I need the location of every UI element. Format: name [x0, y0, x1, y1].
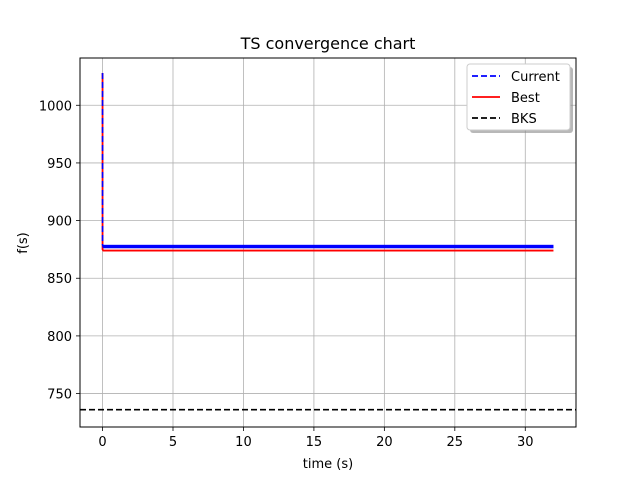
- grid-lines: [80, 58, 576, 427]
- y-tick-label: 1000: [39, 99, 72, 114]
- x-tick-label: 5: [169, 435, 177, 450]
- legend-label-best: Best: [511, 91, 540, 106]
- x-tick-label: 20: [376, 435, 393, 450]
- legend-label-bks: BKS: [511, 112, 537, 127]
- legend: Current Best BKS: [466, 63, 573, 133]
- y-tick-label: 950: [47, 157, 72, 172]
- series-best-line: [101, 72, 554, 252]
- series-current-band: [103, 244, 554, 249]
- x-axis-label: time (s): [303, 457, 353, 472]
- plot-area-frame: [79, 57, 577, 428]
- x-tick-label: 15: [306, 435, 323, 450]
- y-axis-label: f(s): [16, 232, 31, 254]
- legend-label-current: Current: [511, 70, 560, 85]
- y-tick-label: 800: [47, 330, 72, 345]
- y-tick-label: 850: [47, 272, 72, 287]
- x-tick-label: 25: [447, 435, 464, 450]
- x-tick-label: 10: [235, 435, 252, 450]
- axis-ticks: 0 5 10 15 20 25 30 750 800 850 900 950 1000: [39, 99, 534, 450]
- legend-box: [466, 63, 571, 131]
- x-tick-label: 0: [98, 435, 106, 450]
- series-layer: [80, 72, 576, 411]
- x-tick-label: 30: [517, 435, 534, 450]
- y-tick-label: 900: [47, 215, 72, 230]
- y-tick-label: 750: [47, 388, 72, 403]
- chart-title: TS convergence chart: [240, 34, 416, 53]
